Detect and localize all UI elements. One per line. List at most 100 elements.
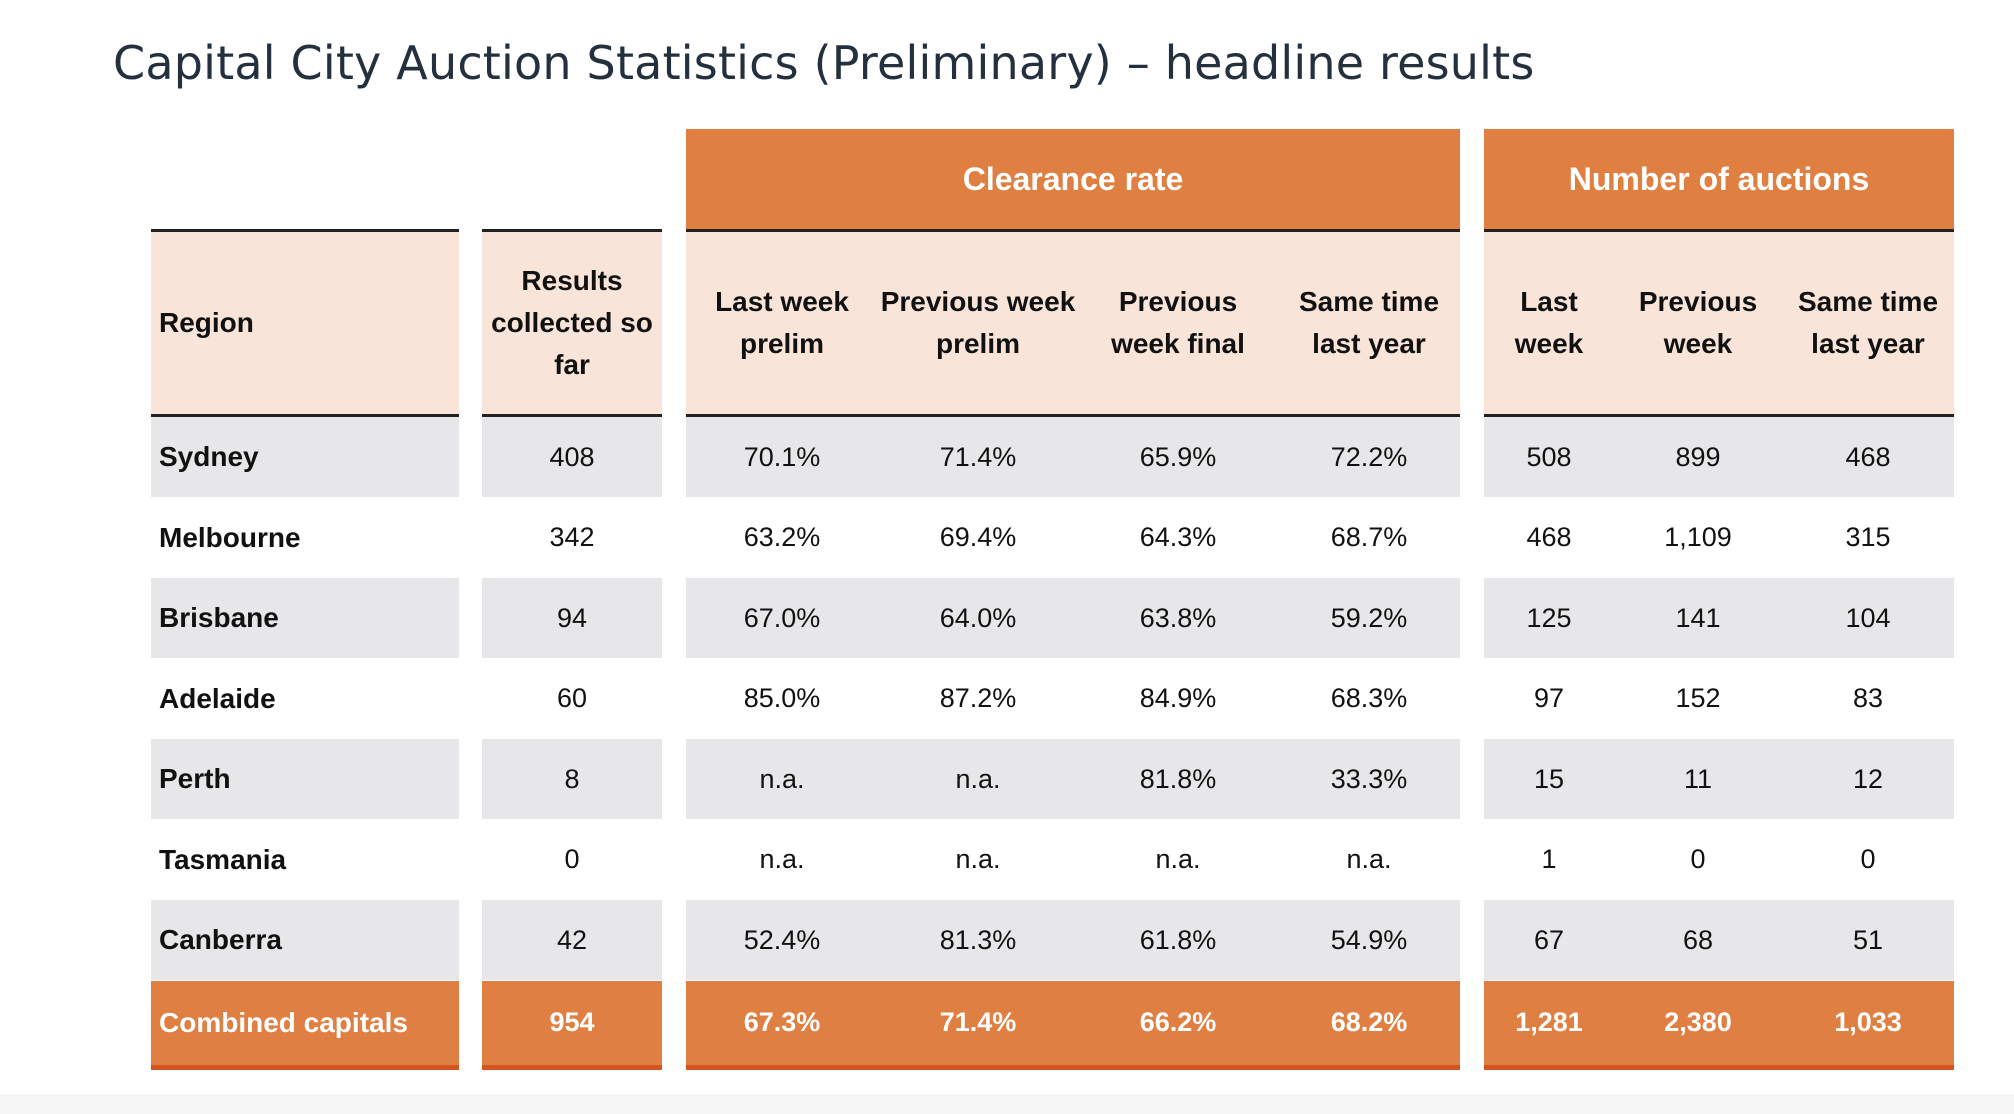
clearance-rate-cell: 64.3% — [1139, 522, 1217, 552]
clearance-rate-cell: 63.8% — [1139, 602, 1217, 633]
table-row-segment: Sydney — [151, 417, 459, 497]
region-cell: Tasmania — [159, 843, 287, 875]
clearance-rate-cell: n.a. — [955, 844, 1001, 874]
clearance-rate-header: Clearance rate — [686, 129, 1460, 229]
clearance-rate-cell: 52.4% — [743, 924, 821, 955]
clearance-rate-cell: 71.4% — [939, 1007, 1017, 1037]
auction-count-cell: 0 — [1860, 844, 1876, 874]
clearance-rate-cell: n.a. — [759, 763, 805, 794]
auction-count-cell: 51 — [1852, 924, 1884, 955]
clearance-rate-cell: 54.9% — [1330, 924, 1408, 955]
table-row-segment: 60 — [482, 659, 662, 739]
auction-count-cell: 152 — [1675, 683, 1721, 713]
clearance-rate-cell: 68.3% — [1330, 683, 1408, 713]
clearance-rate-cell: 66.2% — [1139, 1007, 1217, 1037]
auction-count-cell: 67 — [1533, 924, 1565, 955]
clearance-rate-cell: 64.0% — [939, 602, 1017, 633]
clearance-rate-cell: 72.2% — [1330, 441, 1408, 472]
region-cell: Sydney — [159, 441, 259, 472]
clearance-rate-cell: n.a. — [955, 763, 1001, 794]
region-cell: Canberra — [159, 924, 282, 955]
clearance-rate-cell: 65.9% — [1139, 441, 1217, 472]
number-of-auctions-label: Number of auctions — [1568, 160, 1870, 197]
clearance-rate-cell: 84.9% — [1139, 683, 1217, 713]
clearance-rate-cell: 33.3% — [1330, 763, 1408, 794]
table-row-segment: Melbourne — [151, 498, 459, 578]
auction-count-cell: 508 — [1526, 441, 1572, 472]
table-row-segment: 0 — [482, 820, 662, 900]
header-clearance-group — [686, 229, 1460, 417]
header-na-same-time-last-year: Same time last year — [1797, 286, 1939, 359]
auction-count-cell: 1,033 — [1834, 1007, 1902, 1037]
table-row-segment: 67 68 51 — [1484, 900, 1954, 980]
auction-count-cell: 11 — [1683, 763, 1713, 794]
results-cell: 342 — [549, 522, 595, 552]
table-row-segment: Canberra — [151, 900, 459, 980]
clearance-rate-cell: 81.3% — [939, 924, 1017, 955]
header-last-week: Last week — [1514, 286, 1584, 359]
clearance-rate-cell: 61.8% — [1139, 924, 1217, 955]
total-row-segment: 1,281 2,380 1,033 — [1484, 980, 1954, 1070]
header-previous-week-prelim: Previous week prelim — [880, 286, 1076, 359]
clearance-rate-cell: 63.2% — [743, 522, 821, 552]
results-cell: 8 — [564, 763, 580, 794]
auction-count-cell: 315 — [1845, 522, 1891, 552]
auction-count-cell: 104 — [1845, 602, 1891, 633]
auction-count-cell: 468 — [1526, 522, 1572, 552]
clearance-rate-cell: 67.0% — [743, 602, 821, 633]
results-cell: 42 — [556, 924, 588, 955]
table-row-segment: Adelaide — [151, 659, 459, 739]
table-row-segment: 42 — [482, 900, 662, 980]
table-row-segment: 1 0 0 — [1484, 820, 1954, 900]
table-row-segment: 63.2% 69.4% 64.3% 68.7% — [686, 498, 1460, 578]
auction-count-cell: 2,380 — [1664, 1007, 1732, 1037]
auction-count-cell: 83 — [1852, 683, 1884, 713]
table-row-segment: 97 152 83 — [1484, 659, 1954, 739]
clearance-rate-label: Clearance rate — [962, 160, 1184, 197]
auction-count-cell: 125 — [1526, 602, 1572, 633]
clearance-rate-cell: 70.1% — [743, 441, 821, 472]
region-cell: Perth — [159, 763, 231, 794]
page-title: Capital City Auction Statistics (Prelimi… — [113, 36, 1535, 90]
table-row-segment: 94 — [482, 578, 662, 658]
auction-count-cell: 15 — [1533, 763, 1565, 794]
results-cell: 94 — [556, 602, 588, 633]
table-row-segment: 408 — [482, 417, 662, 497]
clearance-rate-cell: n.a. — [1155, 844, 1201, 874]
header-results-collected: Results collected so far — [482, 229, 662, 417]
header-auctions-group — [1484, 229, 1954, 417]
table-row-segment: 125 141 104 — [1484, 578, 1954, 658]
auction-count-cell: 899 — [1675, 441, 1721, 472]
region-cell: Melbourne — [159, 521, 301, 553]
results-cell: 60 — [556, 683, 588, 713]
table-row-segment: 85.0% 87.2% 84.9% 68.3% — [686, 659, 1460, 739]
clearance-rate-cell: n.a. — [759, 844, 805, 874]
region-cell: Adelaide — [159, 682, 276, 714]
header-cr-same-time-last-year: Same time last year — [1298, 286, 1440, 359]
header-previous-week: Previous week — [1638, 286, 1758, 359]
table-row-segment: Perth — [151, 739, 459, 819]
results-cell: 0 — [564, 844, 580, 874]
auction-count-cell: 68 — [1682, 924, 1714, 955]
page-bottom-edge — [0, 1094, 2014, 1114]
auction-count-cell: 1,281 — [1515, 1007, 1583, 1037]
auction-count-cell: 141 — [1675, 602, 1721, 633]
table-row-segment: n.a. n.a. n.a. n.a. — [686, 820, 1460, 900]
table-row-segment: 70.1% 71.4% 65.9% 72.2% — [686, 417, 1460, 497]
auction-count-cell: 1,109 — [1664, 522, 1732, 552]
number-of-auctions-header: Number of auctions — [1484, 129, 1954, 229]
clearance-rate-cell: 59.2% — [1330, 602, 1408, 633]
clearance-rate-cell: 67.3% — [743, 1007, 821, 1037]
results-cell: 408 — [549, 441, 595, 472]
auction-count-cell: 97 — [1533, 683, 1565, 713]
header-region: Region — [151, 229, 459, 417]
total-row-segment: 67.3% 71.4% 66.2% 68.2% — [686, 980, 1460, 1070]
clearance-rate-cell: 71.4% — [939, 441, 1017, 472]
table-row-segment: Brisbane — [151, 578, 459, 658]
region-cell: Combined capitals — [159, 1006, 408, 1038]
auction-count-cell: 0 — [1690, 844, 1706, 874]
total-row-segment: 954 — [482, 980, 662, 1070]
table-row-segment: n.a. n.a. 81.8% 33.3% — [686, 739, 1460, 819]
table-row-segment: 52.4% 81.3% 61.8% 54.9% — [686, 900, 1460, 980]
table-row-segment: 67.0% 64.0% 63.8% 59.2% — [686, 578, 1460, 658]
